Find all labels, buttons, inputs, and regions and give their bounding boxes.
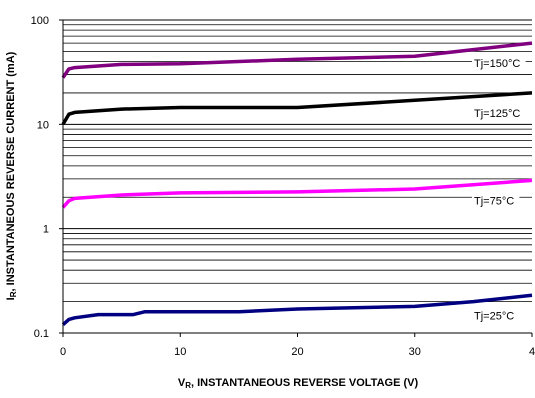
y-tick-label: 1	[43, 224, 49, 236]
series-label: Tj=25°C	[474, 310, 514, 322]
x-tick-label: 4	[529, 346, 535, 358]
series-label-bg	[472, 105, 526, 120]
series-group	[61, 41, 533, 327]
x-axis-title: VR, INSTANTANEOUS REVERSE VOLTAGE (V)	[178, 377, 419, 390]
series-label-bg	[472, 193, 520, 208]
y-tick-label: 0.1	[34, 328, 49, 340]
series-label: Tj=75°C	[474, 195, 514, 207]
grid	[63, 19, 532, 334]
series-line	[61, 41, 533, 79]
series-line	[61, 178, 533, 209]
series-label-bg	[472, 56, 526, 71]
series-labels: Tj=150°C Tj=125°C Tj=75°C Tj=25°C	[472, 56, 526, 323]
y-axis-title: IR, INSTANTANEOUS REVERSE CURRENT (mA)	[5, 51, 18, 300]
x-tick-label: 30	[409, 346, 421, 358]
x-tick-label: 20	[291, 346, 303, 358]
series-line	[61, 293, 533, 327]
x-tick-label: 10	[174, 346, 186, 358]
x-tick-label: 0	[60, 346, 66, 358]
axes: 0.1 1 10 100 0 10 20 30 4	[31, 15, 535, 358]
series-label-bg	[472, 308, 520, 323]
series-label: Tj=125°C	[474, 108, 520, 120]
series-label: Tj=150°C	[474, 58, 520, 70]
series-line	[61, 91, 533, 126]
y-tick-label: 10	[37, 119, 49, 131]
y-tick-label: 100	[31, 15, 49, 27]
